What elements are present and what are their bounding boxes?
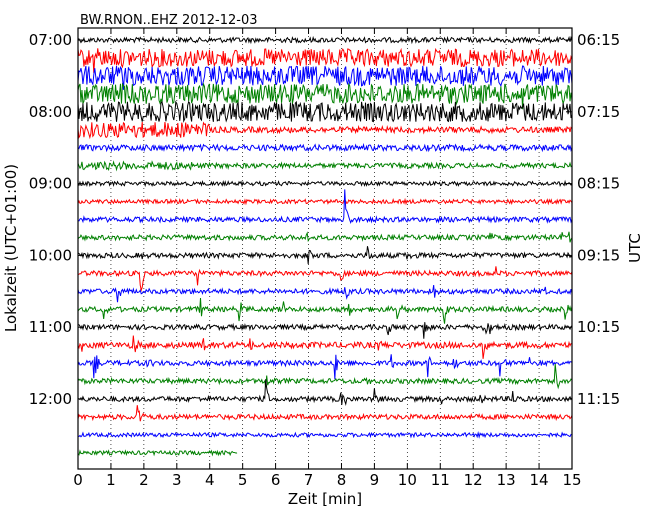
- x-tick-label: 6: [271, 471, 281, 489]
- seismic-trace: [77, 322, 573, 339]
- seismic-trace: [77, 179, 573, 188]
- seismic-trace: [77, 82, 573, 110]
- seismic-trace: [77, 35, 573, 45]
- x-tick-label: 14: [530, 471, 549, 489]
- x-tick-label: 1: [106, 471, 116, 489]
- x-tick-label: 15: [562, 471, 581, 489]
- seismic-trace: [77, 379, 573, 406]
- left-axis-label: Lokalzeit (UTC+01:00): [2, 164, 20, 332]
- x-tick-label: 13: [497, 471, 516, 489]
- seismic-trace: [77, 266, 573, 293]
- seismic-trace: [77, 297, 573, 324]
- seismic-trace: [77, 449, 238, 457]
- seismic-trace: [77, 47, 573, 74]
- x-tick-label: 12: [464, 471, 483, 489]
- seismic-trace: [77, 431, 573, 439]
- seismic-trace: [77, 197, 573, 206]
- x-tick-label: 10: [398, 471, 417, 489]
- left-tick-label: 07:00: [29, 31, 72, 49]
- left-tick-label: 10:00: [29, 246, 72, 264]
- seismic-trace: [77, 231, 573, 243]
- right-axis-label: UTC: [626, 233, 644, 263]
- right-tick-label: 11:15: [577, 390, 620, 408]
- x-tick-label: 7: [304, 471, 314, 489]
- right-tick-label: 09:15: [577, 246, 620, 264]
- x-tick-label: 2: [139, 471, 149, 489]
- x-tick-label: 0: [73, 471, 83, 489]
- seismic-trace: [77, 335, 573, 359]
- x-tick-label: 11: [431, 471, 450, 489]
- right-tick-label: 08:15: [577, 175, 620, 193]
- right-tick-label: 07:15: [577, 103, 620, 121]
- x-axis: 0 1 2 3 4 5 6 7 8 9 10 11 12 13 14 15: [73, 28, 582, 489]
- plot-frame: [77, 27, 573, 470]
- x-tick-label: 9: [370, 471, 380, 489]
- x-tick-label: 4: [205, 471, 215, 489]
- seismic-trace: [77, 121, 573, 140]
- right-axis: 06:15 07:15 08:15 09:15 10:15 11:15: [566, 31, 620, 408]
- seismic-trace: [77, 284, 573, 303]
- left-tick-label: 12:00: [29, 390, 72, 408]
- seismic-trace: [77, 354, 573, 380]
- left-tick-label: 11:00: [29, 318, 72, 336]
- trace-group: [77, 35, 573, 457]
- right-tick-label: 06:15: [577, 31, 620, 49]
- seismic-trace: [77, 246, 573, 265]
- seismic-trace: [77, 65, 573, 90]
- seismic-trace: [77, 405, 573, 422]
- x-axis-label: Zeit [min]: [288, 490, 362, 508]
- seismic-trace: [77, 100, 573, 123]
- left-tick-label: 09:00: [29, 175, 72, 193]
- chart-title: BW.RNON..EHZ 2012-12-03: [80, 13, 258, 28]
- seismic-trace: [77, 142, 573, 153]
- left-tick-label: 08:00: [29, 103, 72, 121]
- left-axis: 07:00 08:00 09:00 10:00 11:00 12:00: [29, 31, 84, 408]
- seismic-trace: [77, 160, 573, 172]
- x-tick-label: 3: [172, 471, 182, 489]
- x-tick-label: 5: [238, 471, 248, 489]
- right-tick-label: 10:15: [577, 318, 620, 336]
- x-tick-label: 8: [337, 471, 347, 489]
- seismic-trace: [77, 189, 573, 225]
- seismic-trace: [77, 363, 573, 390]
